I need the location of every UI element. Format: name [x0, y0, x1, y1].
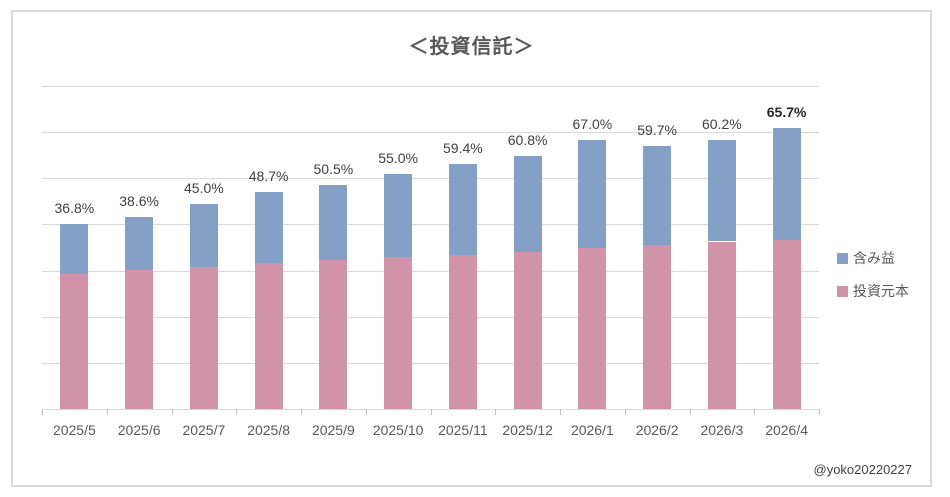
data-label: 38.6% [119, 192, 159, 209]
axis-tick [689, 409, 691, 415]
bar-segment-gain [254, 192, 283, 264]
bar-segment-principal [254, 263, 283, 409]
legend-item-principal: 投資元本 [837, 281, 932, 301]
axis-tick [754, 409, 756, 415]
bar-segment-gain [189, 203, 218, 268]
legend: 含み益 投資元本 [837, 248, 932, 301]
axis-tick [171, 409, 173, 415]
x-axis-label: 2026/1 [570, 422, 614, 438]
bar-segment-gain [319, 185, 348, 261]
axis-tick [560, 409, 561, 415]
gridline [42, 86, 819, 87]
x-axis-label: 2025/12 [502, 422, 553, 438]
bar-segment-gain [384, 173, 413, 258]
data-label: 67.0% [572, 115, 613, 132]
chart-frame: ＜投資信託＞ 36.8% 38.6% 45.0% 48.7% 50.5% 55.0% 59.… [11, 10, 932, 487]
axis-tick [365, 409, 367, 415]
bar-segment-principal [384, 257, 413, 409]
bar-segment-gain [125, 216, 154, 271]
x-axis-label: 2026/2 [635, 422, 679, 438]
gridline [42, 178, 819, 180]
data-label: 36.8% [54, 199, 95, 216]
gridline [42, 362, 819, 364]
bar-segment-principal [448, 254, 477, 409]
data-label: 65.7% [766, 104, 807, 121]
bar-segment-principal [513, 251, 542, 409]
bar-segment-principal [578, 247, 607, 409]
axis-tick [301, 409, 302, 415]
x-axis-label: 2025/5 [52, 422, 96, 438]
x-axis: 2025/5 2025/6 2025/7 2025/8 2025/9 2025/10 202… [42, 416, 819, 438]
x-axis-label: 2025/6 [117, 422, 161, 438]
bar-segment-gain [448, 163, 477, 255]
legend-label-principal: 投資元本 [853, 283, 909, 299]
data-label: 60.2% [702, 116, 742, 133]
data-label: 45.0% [184, 179, 224, 196]
bar-segment-gain [513, 156, 542, 252]
bar-segment-gain [60, 223, 89, 274]
bar-segment-principal [189, 267, 218, 409]
axis-tick [495, 409, 497, 415]
gridline [42, 132, 819, 134]
bar-segment-gain [707, 140, 736, 242]
bar-segment-principal [707, 241, 736, 409]
bar-segment-principal [60, 273, 89, 409]
data-label: 59.4% [443, 139, 483, 156]
data-label: 48.7% [248, 168, 289, 185]
x-axis-label: 2025/8 [247, 422, 291, 438]
data-label: 60.8% [507, 132, 548, 149]
x-axis-label: 2025/7 [182, 422, 226, 438]
gridline [42, 316, 819, 318]
data-label: 55.0% [378, 149, 418, 166]
x-axis-label: 2026/4 [765, 422, 809, 438]
x-axis-label: 2026/3 [700, 422, 744, 438]
gain-swatch-icon [837, 252, 848, 264]
bar-segment-gain [643, 146, 672, 245]
principal-swatch-icon [837, 285, 848, 297]
x-axis-label: 2025/9 [311, 422, 355, 438]
attribution-handle: @yoko20220227 [813, 462, 913, 477]
bar-segment-principal [643, 244, 672, 409]
bar-segment-principal [125, 270, 154, 409]
bar-segment-gain [772, 128, 801, 240]
axis-tick [624, 409, 626, 415]
bar-segment-principal [772, 239, 801, 409]
gridline [42, 224, 819, 226]
chart-title: ＜投資信託＞ [408, 36, 535, 58]
plot-area: 36.8% 38.6% 45.0% 48.7% 50.5% 55.0% 59.4% 60.8%… [42, 86, 820, 415]
x-axis-label: 2025/11 [438, 422, 488, 438]
bar-segment-gain [578, 139, 607, 248]
axis-tick [236, 409, 238, 415]
gridline [42, 270, 819, 272]
data-label: 50.5% [313, 161, 354, 178]
legend-item-gain: 含み益 [837, 248, 932, 268]
axis-tick [42, 409, 43, 415]
bar-segment-principal [319, 260, 348, 409]
axis-tick [819, 409, 820, 415]
data-label: 59.7% [637, 122, 677, 139]
legend-label-gain: 含み益 [853, 250, 895, 266]
axis-tick [430, 409, 432, 415]
axis-tick [106, 409, 108, 415]
x-axis-label: 2025/10 [372, 422, 424, 438]
